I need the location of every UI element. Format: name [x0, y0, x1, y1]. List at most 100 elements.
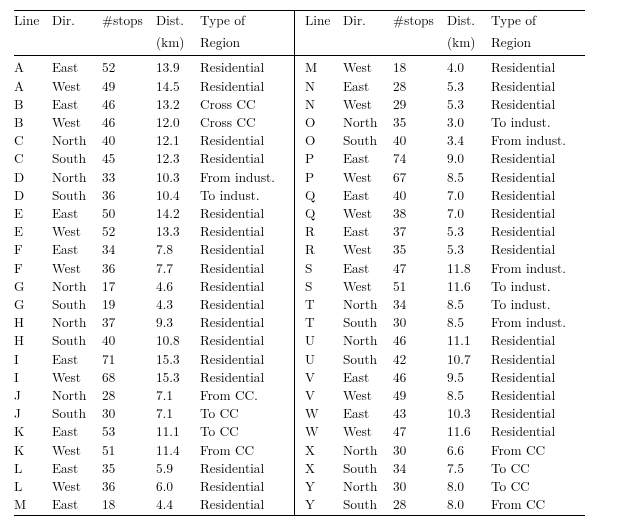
cell-type: Residential — [200, 277, 295, 295]
table-row: AEast5213.9ResidentialMWest184.0Resident… — [14, 56, 585, 77]
cell-type: Residential — [200, 495, 295, 516]
cell-line: V — [305, 368, 343, 386]
col-separator — [295, 350, 306, 368]
cell-dir: East — [52, 422, 102, 440]
cell-type: From indust. — [200, 168, 295, 186]
col-separator — [295, 168, 306, 186]
cell-dist: 4.4 — [156, 495, 200, 516]
col-separator — [295, 204, 306, 222]
cell-stops: 40 — [393, 131, 447, 149]
col-separator — [295, 386, 306, 404]
cell-line: B — [14, 95, 52, 113]
cell-stops: 46 — [393, 368, 447, 386]
cell-stops: 29 — [393, 95, 447, 113]
cell-line: H — [14, 313, 52, 331]
cell-line: X — [305, 441, 343, 459]
cell-line: O — [305, 131, 343, 149]
cell-dir: East — [52, 240, 102, 258]
cell-dist: 12.3 — [156, 149, 200, 167]
cell-line: A — [14, 56, 52, 77]
col-separator — [295, 56, 306, 77]
cell-dir: East — [343, 186, 393, 204]
cell-type: Residential — [200, 56, 295, 77]
table-row: BWest4612.0Cross CCONorth353.0To indust. — [14, 113, 585, 131]
cell-dist: 10.7 — [447, 350, 491, 368]
cell-dist: 5.9 — [156, 459, 200, 477]
cell-stops: 36 — [102, 186, 156, 204]
cell-type: Residential — [491, 186, 585, 204]
cell-dir: North — [343, 295, 393, 313]
cell-stops: 30 — [393, 477, 447, 495]
col-type-sub-right: Region — [491, 33, 585, 56]
col-stops-right: #stops — [393, 11, 447, 34]
cell-dir: West — [52, 441, 102, 459]
cell-dir: East — [343, 368, 393, 386]
cell-dist: 15.3 — [156, 350, 200, 368]
cell-type: Residential — [200, 240, 295, 258]
cell-stops: 47 — [393, 259, 447, 277]
cell-dist: 12.0 — [156, 113, 200, 131]
cell-dist: 15.3 — [156, 368, 200, 386]
col-dist-sub-right: (km) — [447, 33, 491, 56]
cell-stops: 35 — [393, 240, 447, 258]
cell-line: E — [14, 204, 52, 222]
cell-type: Residential — [491, 77, 585, 95]
table-row: DSouth3610.4To indust.QEast407.0Resident… — [14, 186, 585, 204]
cell-dir: West — [52, 259, 102, 277]
cell-dist: 6.6 — [447, 441, 491, 459]
cell-stops: 36 — [102, 259, 156, 277]
cell-type: Residential — [200, 477, 295, 495]
col-separator — [295, 222, 306, 240]
table-row: BEast4613.2Cross CCNWest295.3Residential — [14, 95, 585, 113]
cell-dir: West — [52, 368, 102, 386]
cell-dir: South — [52, 149, 102, 167]
cell-line: W — [305, 404, 343, 422]
cell-line: T — [305, 313, 343, 331]
cell-type: Residential — [491, 222, 585, 240]
cell-line: M — [305, 56, 343, 77]
col-separator — [295, 240, 306, 258]
cell-dist: 7.0 — [447, 204, 491, 222]
cell-type: To CC — [200, 422, 295, 440]
cell-dir: East — [343, 259, 393, 277]
cell-dir: East — [52, 459, 102, 477]
table-row: LWest366.0ResidentialYNorth308.0To CC — [14, 477, 585, 495]
cell-stops: 19 — [102, 295, 156, 313]
cell-dir: East — [52, 56, 102, 77]
cell-line: I — [14, 368, 52, 386]
col-separator — [295, 495, 306, 516]
table-row: CNorth4012.1ResidentialOSouth403.4From i… — [14, 131, 585, 149]
cell-dir: West — [343, 168, 393, 186]
cell-type: To CC — [491, 477, 585, 495]
cell-stops: 52 — [102, 222, 156, 240]
cell-dist: 4.3 — [156, 295, 200, 313]
cell-stops: 52 — [102, 56, 156, 77]
cell-dir: South — [343, 350, 393, 368]
cell-stops: 46 — [102, 95, 156, 113]
cell-type: Residential — [491, 149, 585, 167]
cell-line: N — [305, 95, 343, 113]
cell-dist: 5.3 — [447, 240, 491, 258]
cell-dist: 14.5 — [156, 77, 200, 95]
cell-type: Residential — [200, 131, 295, 149]
cell-dist: 10.3 — [156, 168, 200, 186]
cell-dist: 8.5 — [447, 295, 491, 313]
cell-type: Residential — [200, 204, 295, 222]
cell-type: Residential — [200, 331, 295, 349]
cell-dir: North — [343, 331, 393, 349]
cell-dir: West — [343, 240, 393, 258]
cell-type: From indust. — [491, 131, 585, 149]
cell-dist: 8.0 — [447, 495, 491, 516]
cell-stops: 47 — [393, 422, 447, 440]
cell-dir: East — [343, 149, 393, 167]
cell-line: A — [14, 77, 52, 95]
cell-stops: 34 — [393, 295, 447, 313]
cell-line: P — [305, 149, 343, 167]
col-dir-left: Dir. — [52, 11, 102, 34]
cell-type: Residential — [200, 77, 295, 95]
col-separator — [295, 113, 306, 131]
cell-dir: North — [343, 477, 393, 495]
cell-dir: South — [343, 495, 393, 516]
cell-dir: North — [52, 277, 102, 295]
cell-type: To indust. — [200, 186, 295, 204]
